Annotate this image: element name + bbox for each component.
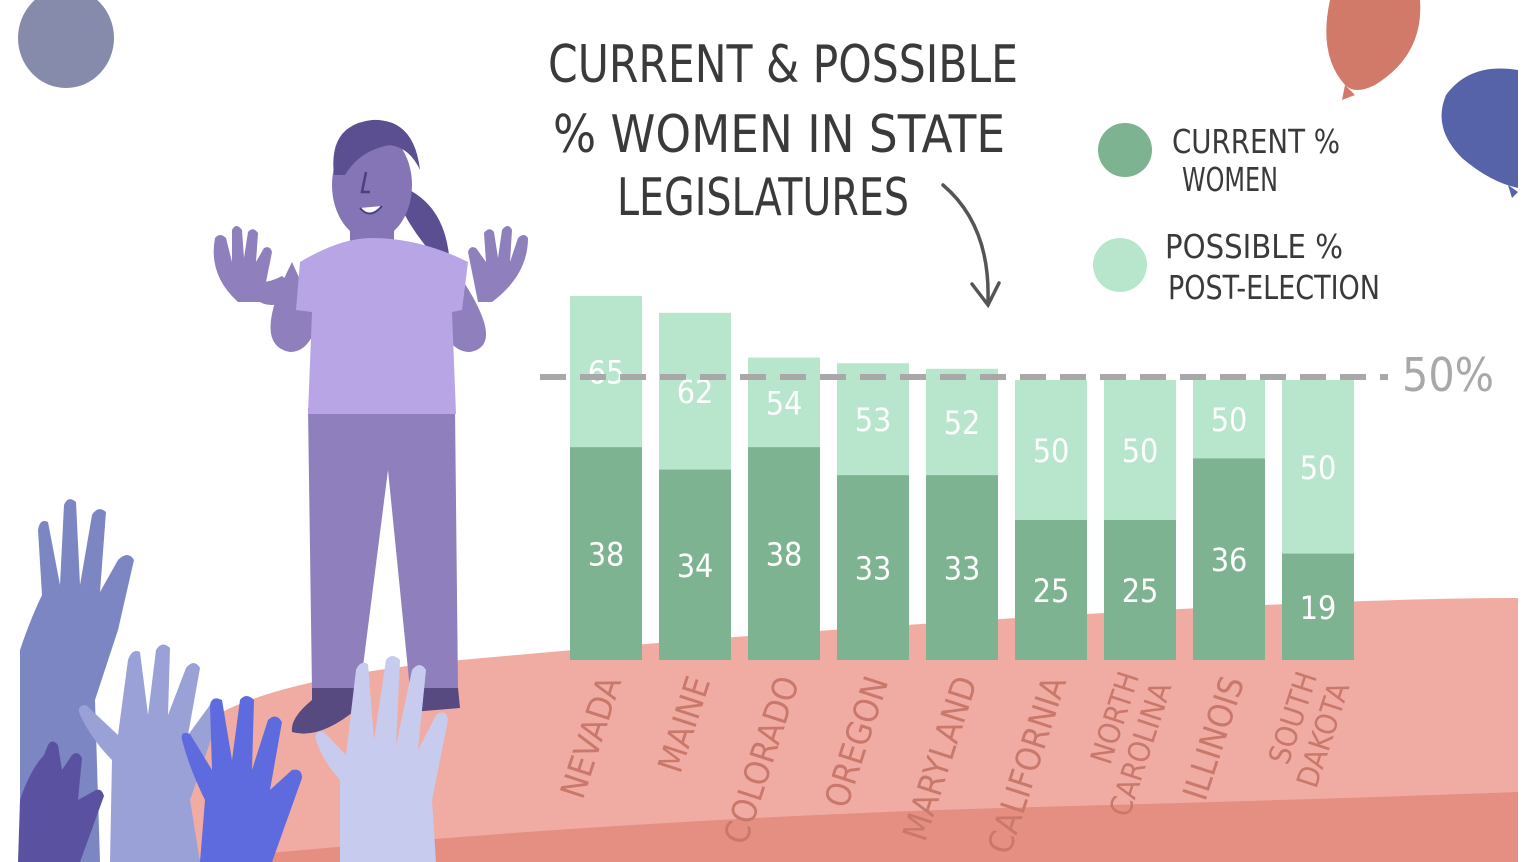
bar-current-maine (659, 469, 731, 660)
hand-light-purple (78, 644, 222, 862)
purple-gray-balloon (18, 0, 114, 88)
value-label-current-colorado: 38 (766, 536, 803, 574)
raised-hands-crowd (18, 499, 448, 862)
nose (360, 171, 370, 194)
right-hand (468, 226, 528, 302)
legend-label-current-line-2: WOMEN (1182, 160, 1278, 199)
value-label-possible-illinois: 50 (1211, 401, 1248, 439)
value-label-possible-colorado: 54 (766, 384, 803, 422)
bar-current-maryland (926, 475, 998, 660)
bar-current-colorado (748, 447, 820, 660)
reference-line-label: 50% (1402, 348, 1494, 402)
legend-swatch-current (1098, 123, 1152, 177)
stage-floor (175, 598, 1518, 862)
bar-current-california (1015, 520, 1087, 660)
value-label-possible-south-dakota: 50 (1300, 449, 1337, 487)
balloons (18, 0, 1518, 198)
hair-ponytail (398, 185, 449, 265)
left-hand (213, 226, 272, 302)
coral-balloon (1326, 0, 1421, 90)
arrow-icon (941, 183, 1001, 309)
woman-presenting-figure (213, 119, 528, 734)
bar-current-nevada (570, 447, 642, 660)
stage-top (175, 598, 1518, 862)
legend: CURRENT % WOMEN POSSIBLE % POST-ELECTION (1093, 122, 1380, 307)
value-label-possible-maryland: 52 (944, 404, 981, 442)
left-foot (291, 688, 360, 734)
bar-current-oregon (837, 475, 909, 660)
value-label-possible-oregon: 53 (855, 401, 892, 439)
bar-current-south-dakota (1282, 553, 1354, 660)
legend-label-current-line-1: CURRENT % (1172, 122, 1340, 161)
shirt (296, 238, 468, 414)
value-label-current-maryland: 33 (944, 550, 981, 588)
bar-current-illinois (1193, 458, 1265, 660)
hand-dark-purple (18, 741, 104, 862)
value-label-current-north-carolina: 25 (1122, 572, 1159, 610)
value-label-possible-nevada: 65 (588, 354, 625, 392)
value-label-current-illinois: 36 (1211, 541, 1248, 579)
smile (359, 205, 383, 215)
hand-pale-lavender (315, 656, 448, 862)
title-line-3: LEGISLATURES (617, 168, 909, 228)
value-label-current-california: 25 (1033, 572, 1070, 610)
value-label-current-oregon: 33 (855, 550, 892, 588)
title-line-2: % WOMEN IN STATE (553, 105, 1005, 165)
value-label-current-nevada: 38 (588, 536, 625, 574)
value-label-possible-north-carolina: 50 (1122, 432, 1159, 470)
value-label-current-south-dakota: 19 (1300, 589, 1337, 627)
chart-title: CURRENT & POSSIBLE % WOMEN IN STATE LEGI… (548, 35, 1018, 228)
reference-line-group: 50% (540, 348, 1494, 402)
hair (333, 119, 420, 175)
blue-balloon (1441, 68, 1518, 188)
value-label-current-maine: 34 (677, 547, 714, 585)
bar-current-north-carolina (1104, 520, 1176, 660)
title-line-1: CURRENT & POSSIBLE (548, 35, 1018, 95)
blue-balloon-knot (1508, 185, 1518, 198)
legend-swatch-possible (1093, 238, 1147, 292)
coral-balloon-knot (1342, 85, 1355, 100)
legend-label-possible-line-2: POST-ELECTION (1168, 268, 1380, 307)
hand-bright-blue (181, 696, 302, 862)
pants (308, 408, 458, 690)
stage-front (175, 792, 1518, 862)
value-label-possible-california: 50 (1033, 432, 1070, 470)
legend-label-possible-line-1: POSSIBLE % (1165, 227, 1343, 266)
